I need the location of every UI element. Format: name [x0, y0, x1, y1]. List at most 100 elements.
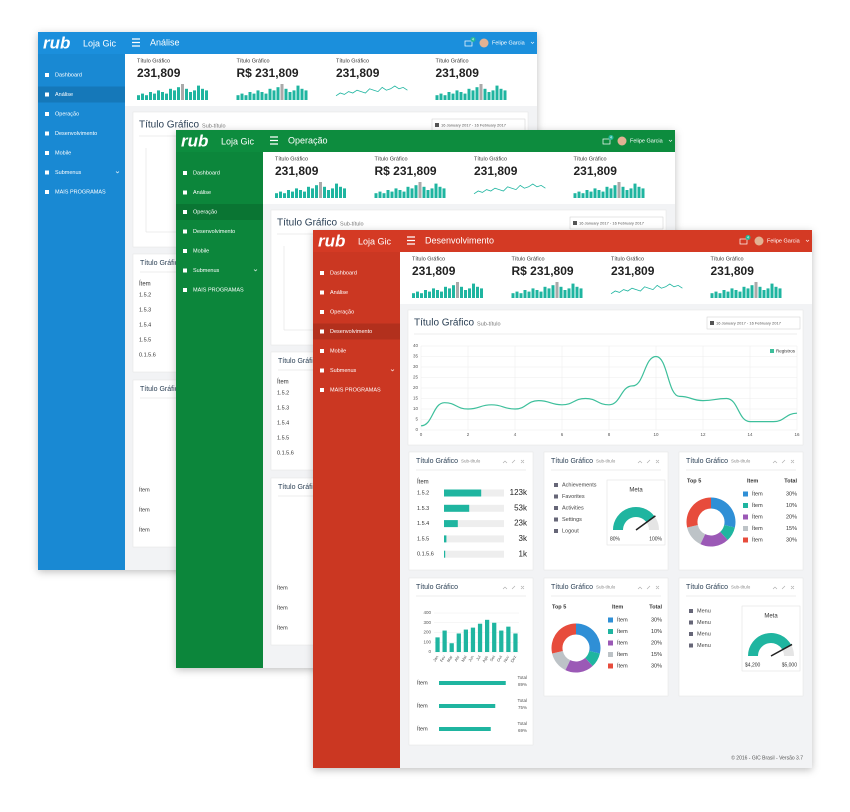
progress-bar — [439, 681, 506, 685]
kpi-value: 231,809 — [711, 264, 755, 278]
legend-swatch — [743, 491, 748, 497]
sidebar-menu-item[interactable]: Análise — [55, 92, 73, 98]
bar-fill — [444, 489, 482, 497]
sidebar-menu-item[interactable]: MAIS PROGRAMAS — [55, 189, 106, 195]
donut-segment — [575, 623, 601, 654]
menu-active — [38, 86, 125, 103]
progress-label: Ítem — [277, 604, 288, 611]
sidebar-menu-item[interactable]: Submenus — [193, 268, 220, 274]
y-tick-label: 40 — [413, 343, 419, 348]
column-head: Item — [747, 478, 758, 484]
date-range[interactable]: 16 January 2017 - 16 February 2017 — [716, 321, 782, 326]
user-name[interactable]: Felipe Garcia — [767, 238, 801, 244]
spark-bar — [173, 90, 176, 100]
sidebar-menu-item[interactable]: Dashboard — [55, 72, 82, 78]
legend-label: Ítem — [617, 651, 628, 658]
y-tick-label: 100 — [423, 639, 431, 644]
spark-bar — [710, 293, 714, 298]
kpi-label: Título Gráfico — [137, 58, 170, 64]
spark-line — [610, 283, 683, 295]
spark-bar — [472, 283, 475, 298]
sidebar-menu-item[interactable]: Operação — [330, 309, 354, 315]
spark-bar — [770, 283, 774, 298]
y-tick-label: 20 — [413, 385, 419, 390]
line-series — [420, 355, 798, 427]
spark-bar — [236, 95, 240, 100]
spark-bar — [402, 191, 406, 198]
sidebar-menu-item[interactable]: Desenvolvimento — [193, 229, 235, 235]
x-tick-label: Mar — [446, 654, 454, 663]
menu-icon — [320, 329, 324, 334]
spark-bar — [256, 90, 260, 100]
legend-value: 20% — [786, 514, 797, 520]
spark-bar — [169, 88, 172, 100]
table-head: Ítem — [417, 479, 429, 486]
column-head: Item — [612, 604, 623, 610]
sidebar-menu-item[interactable]: MAIS PROGRAMAS — [193, 287, 244, 293]
date-range[interactable]: 16 January 2017 - 16 February 2017 — [579, 221, 645, 226]
link-icon — [689, 643, 693, 648]
progress-value: 75% — [518, 705, 527, 710]
panel-title: Título Gráfico — [416, 458, 458, 465]
sidebar-menu-item[interactable]: Desenvolvimento — [330, 329, 372, 335]
spark-bar — [571, 283, 575, 298]
bar — [463, 629, 468, 652]
sidebar-menu-item[interactable]: Submenus — [55, 170, 82, 176]
panel-title: Título Gráfico — [140, 386, 182, 393]
sidebar-menu-item[interactable]: Análise — [330, 290, 348, 296]
x-tick-label: 10 — [653, 432, 659, 437]
spark-bar — [189, 92, 192, 100]
spark-bar — [439, 93, 443, 100]
sidebar-menu-item[interactable]: MAIS PROGRAMAS — [330, 387, 381, 393]
row-label: 0.1.5.6 — [277, 450, 294, 456]
gauge-value — [748, 633, 792, 657]
sidebar-menu-item[interactable]: Análise — [193, 190, 211, 196]
legend-swatch — [608, 640, 613, 646]
spark-bar — [746, 288, 750, 298]
spark-bar — [386, 190, 390, 198]
spark-bar — [390, 191, 394, 198]
menu-icon — [45, 73, 49, 77]
spark-bar — [331, 188, 334, 198]
spark-bar — [479, 84, 483, 100]
row-label: 1.5.4 — [277, 420, 289, 426]
spark-bar — [448, 288, 451, 298]
spark-bar — [276, 87, 280, 100]
panel-controls — [637, 585, 660, 590]
bar — [499, 630, 504, 652]
spark-bar — [394, 188, 398, 198]
spark-bar — [480, 288, 483, 298]
sidebar-menu-item[interactable]: Mobile — [330, 348, 346, 354]
date-range[interactable]: 16 January 2017 - 16 February 2017 — [441, 123, 507, 128]
donut-segment — [687, 524, 706, 545]
spark-bar — [268, 88, 272, 100]
spark-bar — [476, 286, 479, 298]
panel-controls — [502, 459, 525, 464]
sidebar-menu-item[interactable]: Submenus — [330, 368, 357, 374]
spark-bar — [774, 286, 778, 298]
sidebar-menu-item[interactable]: Mobile — [193, 248, 209, 254]
sidebar-menu-item[interactable]: Desenvolvimento — [55, 131, 97, 137]
spark-bar — [304, 90, 308, 100]
sidebar-menu-item[interactable]: Dashboard — [330, 270, 357, 276]
spark-bar — [585, 190, 589, 198]
panel-subtitle: Sub-título — [596, 585, 616, 590]
kpi-value: 231,809 — [137, 66, 181, 80]
sidebar-menu-item[interactable]: Mobile — [55, 150, 71, 156]
panel-subtitle: Sub-título — [461, 459, 481, 464]
user-name[interactable]: Felipe Garcia — [492, 40, 526, 46]
header-bar — [38, 32, 537, 54]
menu-toggle — [407, 236, 415, 245]
spark-bar — [428, 291, 431, 298]
y-tick-label: 200 — [423, 630, 431, 635]
user-name[interactable]: Felipe Garcia — [630, 138, 664, 144]
spark-bar — [625, 190, 629, 198]
dashboard-window: rub Loja Gic Desenvolvimento 4 Felipe Garcia… — [313, 230, 812, 768]
spark-bar — [758, 286, 762, 298]
sidebar-menu-item[interactable]: Dashboard — [193, 170, 220, 176]
legend-label: Ítem — [752, 525, 763, 532]
sidebar-menu-item[interactable]: Operação — [55, 111, 79, 117]
sidebar-menu-item[interactable]: Operação — [193, 209, 217, 215]
spark-bar — [416, 291, 419, 298]
kpi-value: 231,809 — [474, 164, 518, 178]
